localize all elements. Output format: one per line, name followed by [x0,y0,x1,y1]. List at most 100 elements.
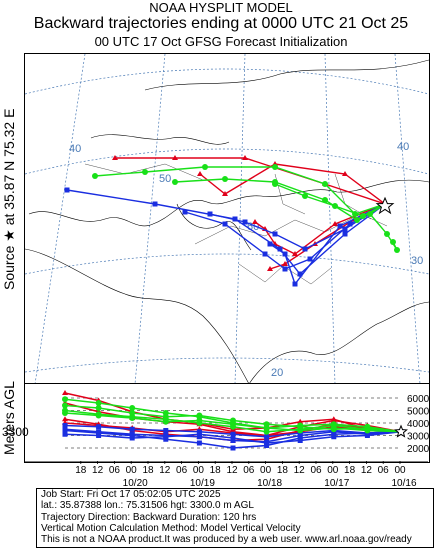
time-date-label: 10/19 [190,478,215,489]
height-series-point [96,433,102,438]
map-trajectory-point [152,201,158,207]
time-date-label: 10/17 [324,478,349,489]
height-series-point [96,429,102,435]
lat-label-20: 20 [271,367,283,379]
map-trajectory-line [209,203,386,250]
trajectory-map: 40 50 60 40 30 20 [24,53,430,385]
height-series-point [62,423,68,428]
time-tick-label: 12 [159,465,171,476]
map-trajectories [64,155,400,287]
map-trajectory-point [297,271,303,277]
map-trajectory-point [390,239,396,245]
model-title: NOAA HYSPLIT MODEL [149,0,293,15]
map-svg: 40 50 60 40 30 20 [25,54,429,384]
time-tick-label: 06 [109,465,121,476]
vertical-motion-text: Vertical Motion Calculation Method: Mode… [41,523,301,534]
lat-label-30: 30 [411,255,423,267]
time-tick-label: 00 [394,465,406,476]
map-trajectory-point [252,219,258,224]
height-series-point [162,418,169,425]
map-trajectory-point [302,193,308,199]
height-series-point [163,434,169,440]
height-series-point [330,425,337,431]
height-series-point [196,429,202,435]
map-trajectory-line [254,203,386,255]
height-series-point [96,424,102,430]
lat-labels: 40 50 60 40 30 20 [69,141,423,379]
time-tick-label: 12 [294,465,306,476]
height-series-point [129,415,136,421]
map-trajectory-point [332,203,338,209]
time-tick-label: 18 [210,465,222,476]
map-trajectory-point [272,231,278,237]
map-trajectory-point [207,211,213,217]
map-trajectory-point [92,173,98,179]
height-series-point [364,427,371,434]
map-trajectory-point [222,221,228,227]
lat-lon-grid [25,54,429,384]
map-trajectory-point [197,171,203,176]
map-trajectory-point [384,231,390,237]
height-series-point [196,417,203,424]
time-tick-label: 12 [92,465,104,476]
height-series-point [62,402,68,409]
source-star-icon-agl [394,424,408,438]
run-info-box: Job Start: Fri Oct 17 05:02:05 UTC 2025 … [36,488,434,548]
time-tick-label: 00 [126,465,138,476]
map-trajectory-point [182,209,188,215]
time-tick-label: 12 [361,465,373,476]
location-text: lat.: 35.87388 lon.: 75.31506 hgt: 3300.… [41,500,254,511]
height-profile-panel: 2000 3000 4000 5000 6000 [24,383,430,463]
height-series-point [62,431,68,437]
height-series-point [330,417,337,423]
start-height-label: 3300 [2,425,29,439]
height-tick-label: 5000 [407,407,429,418]
map-trajectory-point [332,221,338,226]
map-trajectory-point [112,155,118,160]
time-tick-label: 06 [243,465,255,476]
disclaimer-text: This is not a NOAA product.It was produc… [41,534,412,545]
height-tick-label: 4000 [407,419,429,430]
time-date-label: 10/20 [123,478,148,489]
map-trajectory-point [172,155,178,160]
height-series-point [196,412,203,419]
agl-ylabel: Meters AGL [1,381,17,455]
map-trajectory-point [282,261,288,266]
height-series-point [264,434,270,440]
map-trajectory-point [282,251,288,257]
map-trajectory-point [342,226,348,232]
height-series-point [129,405,136,411]
map-trajectory-point [282,266,288,272]
lat-label-40-west: 40 [69,143,81,155]
time-tick-label: 00 [260,465,272,476]
map-trajectory-point [267,241,273,247]
map-trajectory-point [222,176,228,182]
height-series-point [230,445,236,451]
coastlines [25,59,429,384]
map-trajectory-point [292,251,298,256]
map-trajectory-point [354,217,360,223]
time-date-label: 10/16 [391,478,416,489]
map-trajectory-point [64,187,70,193]
time-tick-label: 06 [310,465,322,476]
height-series-point [129,435,135,441]
map-trajectory-point [222,191,228,196]
map-trajectory-point [394,247,400,253]
height-series-point [230,431,236,437]
height-series-point [95,400,102,406]
time-axis: 18 12 06 00 18 12 06 00 18 12 06 00 18 12 06 00 18 12 06 00… [24,461,428,489]
map-trajectory-point [347,221,353,227]
time-ticks: 18 12 06 00 18 12 06 00 18 12 06 00 18 12 06 00 18 12 06 00… [75,461,417,489]
time-tick-label: 18 [277,465,289,476]
time-tick-label: 00 [327,465,339,476]
height-series-point [230,435,236,441]
time-tick-label: 12 [226,465,238,476]
map-trajectory-point [202,164,208,170]
map-trajectory-point [272,181,278,187]
height-series-point [95,412,102,419]
height-series-point [62,390,68,395]
time-tick-label: 00 [193,465,205,476]
chart-subtitle: 00 UTC 17 Oct GFSG Forecast Initializati… [94,34,348,49]
map-trajectory-point [242,155,248,160]
